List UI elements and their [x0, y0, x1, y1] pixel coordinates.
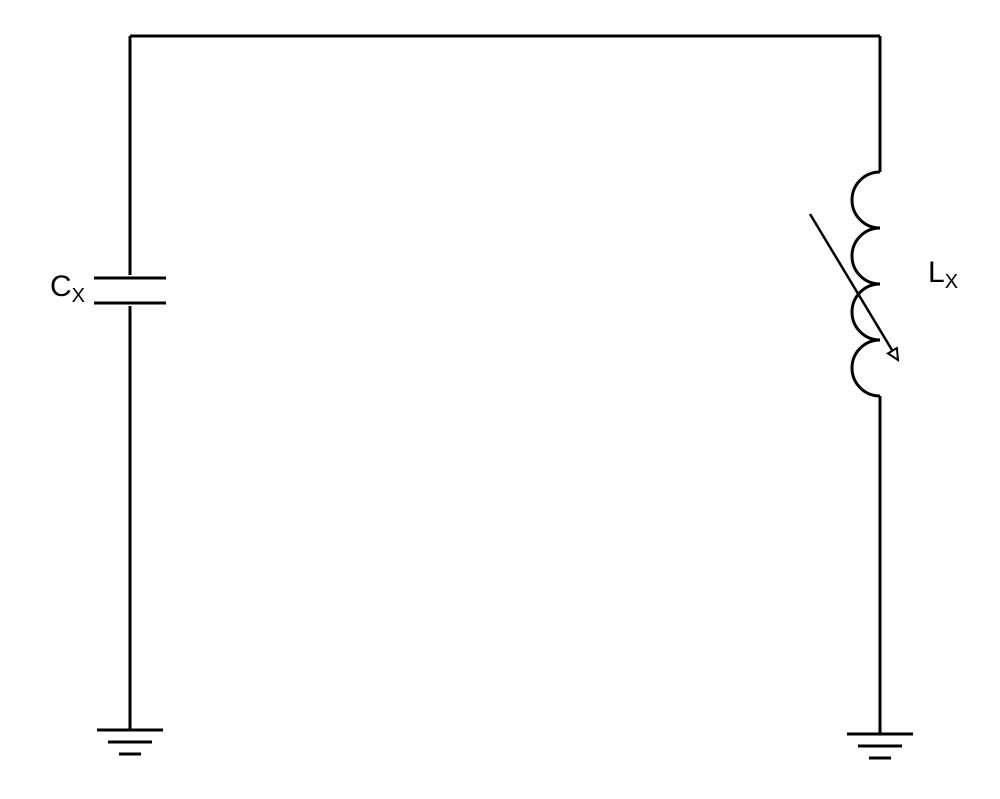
capacitor-label: CX: [50, 270, 85, 307]
inductor-label: LX: [928, 256, 958, 293]
variable-inductor-coil: [852, 172, 880, 396]
circuit-diagram: CX LX: [0, 0, 1000, 799]
variable-arrow-head: [888, 348, 898, 360]
variable-arrow-shaft: [810, 214, 898, 360]
